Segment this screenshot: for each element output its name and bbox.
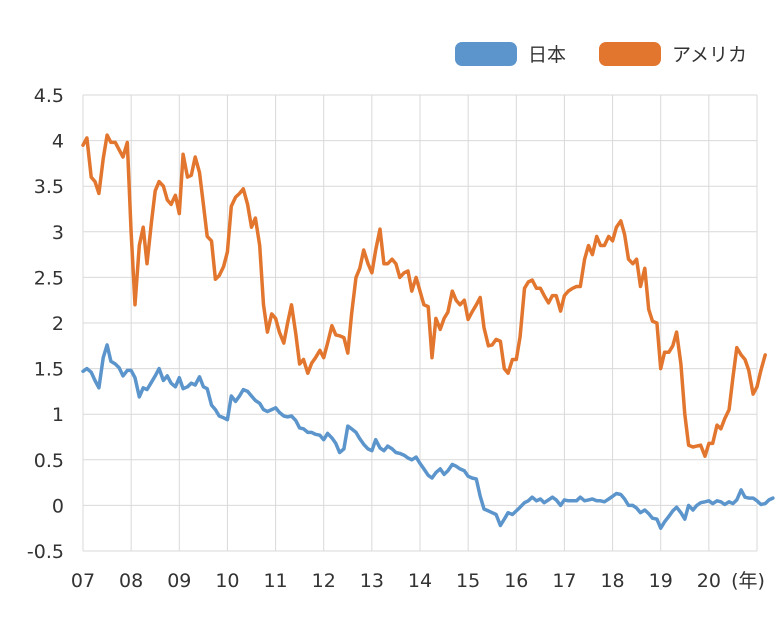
x-tick-label: 15	[456, 570, 480, 592]
y-tick-label: 4	[52, 131, 64, 153]
x-tick-label: 12	[312, 570, 336, 592]
legend-label: アメリカ	[672, 44, 747, 66]
y-tick-label: 0.5	[34, 450, 64, 472]
y-tick-label: 1	[52, 404, 64, 426]
legend: 日本 アメリカ	[455, 42, 747, 66]
x-tick-label: 11	[263, 570, 287, 592]
x-tick-label: 17	[552, 570, 576, 592]
x-tick-label: 09	[167, 570, 191, 592]
y-tick-label: 1.5	[34, 359, 64, 381]
y-axis-ticks: 4.5 4 3.5 3 2.5 2 1.5 1 0.5 0 -0.5	[27, 85, 64, 563]
x-tick-label: 18	[600, 570, 624, 592]
x-tick-label: 20	[697, 570, 721, 592]
y-tick-label: 2.5	[34, 267, 64, 289]
y-tick-label: 3	[52, 222, 64, 244]
chart-grid	[82, 94, 758, 552]
legend-swatch	[455, 42, 517, 66]
x-tick-label: 10	[215, 570, 239, 592]
y-tick-label: -0.5	[27, 541, 64, 563]
x-tick-label: 14	[408, 570, 432, 592]
legend-swatch	[599, 42, 661, 66]
y-tick-label: 3.5	[34, 176, 64, 198]
x-tick-label: 13	[360, 570, 384, 592]
y-tick-label: 0	[52, 495, 64, 517]
chart-series	[81, 133, 775, 530]
y-tick-label: 2	[52, 313, 64, 335]
x-unit-label: (年)	[731, 570, 765, 592]
x-tick-label: 19	[649, 570, 673, 592]
x-tick-label: 08	[119, 570, 143, 592]
y-tick-label: 4.5	[34, 85, 64, 107]
x-tick-label: 07	[71, 570, 95, 592]
series-line-0	[81, 343, 775, 530]
x-axis-ticks: 07 08 09 10 11 12 13 14 15 16 17 18 19 20 (年)	[71, 570, 765, 592]
x-tick-label: 16	[504, 570, 528, 592]
legend-label: 日本	[528, 44, 566, 66]
series-line-1	[81, 133, 767, 458]
